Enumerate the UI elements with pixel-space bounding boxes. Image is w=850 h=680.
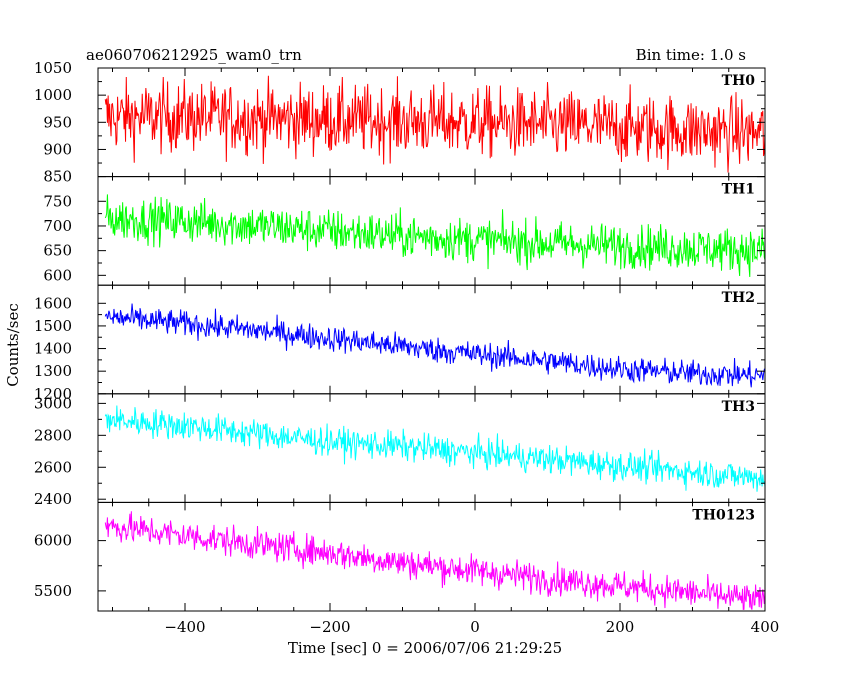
chart-title-left: ae060706212925_wam0_trn — [86, 46, 302, 64]
series-line-th3 — [104, 405, 765, 492]
panels-group: 85090095010001050TH0600650700750TH112001… — [34, 59, 766, 612]
y-tick-label: 1000 — [34, 86, 72, 104]
x-axis-label: Time [sec] 0 = 2006/07/06 21:29:25 — [288, 639, 562, 657]
y-tick-label: 5500 — [34, 582, 72, 600]
y-tick-label: 900 — [43, 140, 72, 158]
panel-th2: 1200 1300 1400 1500 1600 TH2 — [34, 284, 766, 403]
y-tick-label: 2800 — [34, 426, 72, 444]
y-tick-label: 1500 — [34, 317, 72, 335]
x-tick-label: 0 — [470, 618, 480, 636]
series-line-th2 — [104, 303, 765, 388]
series-label-th3: TH3 — [722, 399, 755, 415]
series-line-th0123 — [104, 511, 765, 611]
x-tick-label: 400 — [751, 618, 780, 636]
y-tick-label: 6000 — [34, 532, 72, 550]
panel-th3: 2400 2600 2800 3000 TH3 — [34, 393, 766, 508]
y-tick-label: 3000 — [34, 394, 72, 412]
y-tick-label: 1600 — [34, 294, 72, 312]
y-axis-label: Counts/sec — [4, 303, 22, 387]
series-line-th0 — [104, 75, 765, 173]
chart-title-right: Bin time: 1.0 s — [636, 46, 746, 64]
series-label-th0123: TH0123 — [692, 507, 755, 523]
x-tick-label: 200 — [606, 618, 635, 636]
panel-frame — [97, 501, 766, 612]
y-tick-label: 1050 — [34, 59, 72, 77]
y-tick-label: 850 — [43, 168, 72, 186]
y-tick-label: 1200 — [34, 385, 72, 403]
y-tick-label: 700 — [43, 217, 72, 235]
series-line-th1 — [104, 194, 765, 278]
series-label-th2: TH2 — [722, 290, 755, 306]
x-tick-label: −400 — [164, 618, 205, 636]
y-tick-label: 2400 — [34, 490, 72, 508]
panel-th1: 600 650 700 750 TH1 — [43, 176, 766, 286]
y-tick-label: 950 — [43, 113, 72, 131]
y-tick-label: 2600 — [34, 458, 72, 476]
x-tick-labels: −400 −200 0 200 400 — [164, 618, 779, 636]
y-tick-label: 600 — [43, 266, 72, 284]
y-tick-label: 750 — [43, 192, 72, 210]
y-tick-label: 1300 — [34, 362, 72, 380]
y-tick-label: 1400 — [34, 340, 72, 358]
panel-th0: 850 900 950 1000 1050 TH0 — [34, 59, 766, 186]
series-label-th1: TH1 — [722, 182, 755, 198]
panel-th0123: 5500 6000 TH0123 — [34, 501, 766, 612]
series-label-th0: TH0 — [722, 73, 756, 89]
x-tick-label: −200 — [309, 618, 350, 636]
y-tick-label: 650 — [43, 242, 72, 260]
